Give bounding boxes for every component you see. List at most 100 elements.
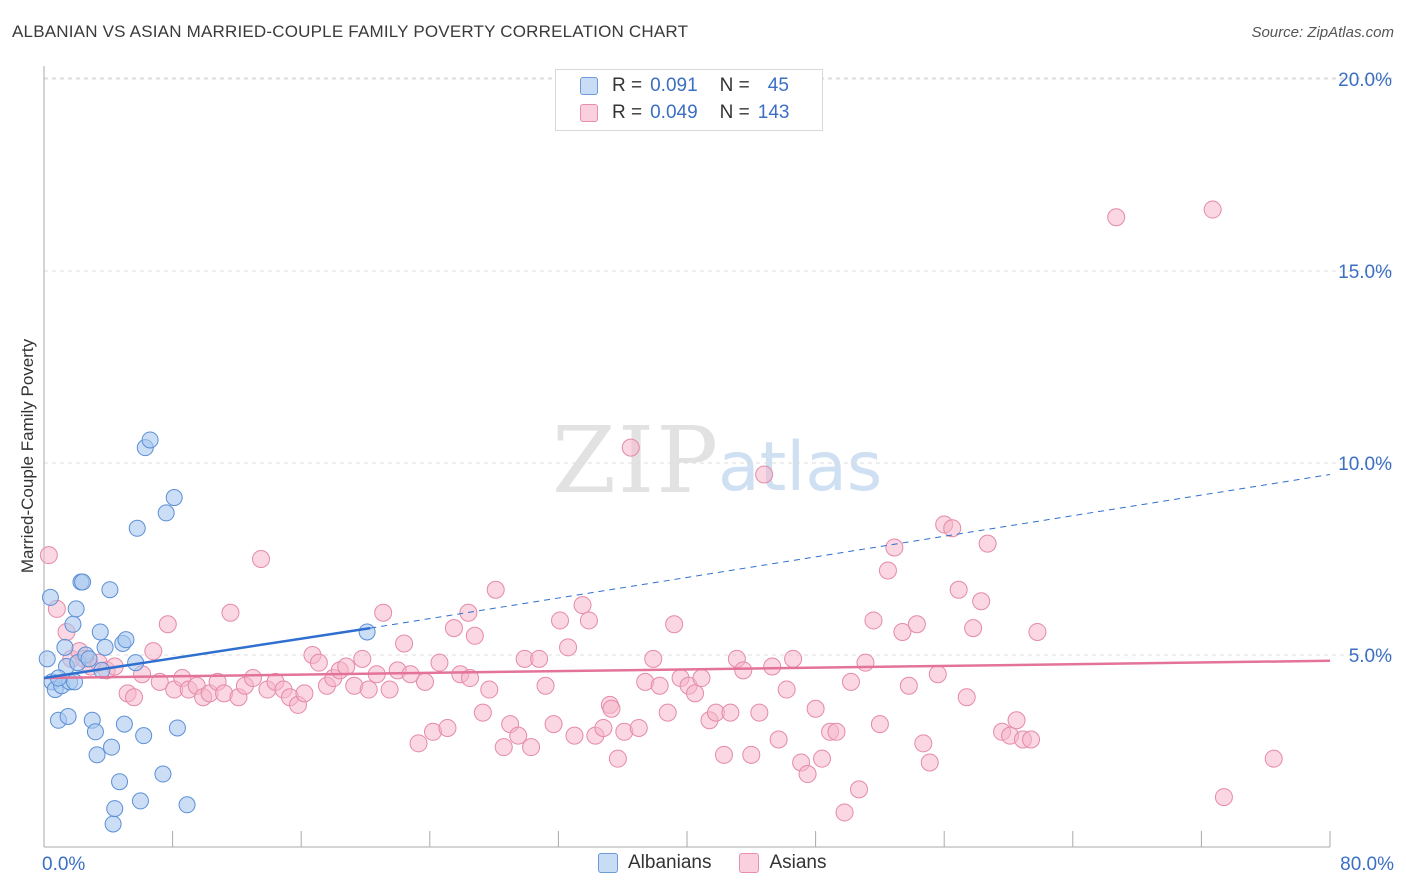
asian-point bbox=[480, 680, 499, 699]
asians-swatch bbox=[580, 104, 598, 122]
asian-point bbox=[850, 780, 869, 799]
asian-point bbox=[658, 703, 677, 722]
asian-point bbox=[714, 745, 733, 764]
chart-title: ALBANIAN VS ASIAN MARRIED-COUPLE FAMILY … bbox=[12, 22, 689, 41]
asian-point bbox=[337, 657, 356, 676]
asian-point bbox=[928, 665, 947, 684]
albanian-point bbox=[157, 504, 175, 522]
asian-point bbox=[813, 749, 832, 768]
x-tick-label: 0.0% bbox=[42, 854, 85, 875]
albanian-point bbox=[86, 723, 104, 741]
asian-point bbox=[920, 753, 939, 772]
albanian-trend-extension bbox=[370, 474, 1331, 629]
y-tick-label: 15.0% bbox=[1338, 262, 1392, 283]
asian-point bbox=[158, 615, 177, 634]
albanian-point bbox=[168, 719, 186, 737]
albanian-point bbox=[115, 715, 133, 733]
legend-item-albanians[interactable]: Albanians bbox=[598, 852, 711, 874]
albanian-point bbox=[131, 792, 149, 810]
asian-point bbox=[252, 550, 271, 568]
asian-point bbox=[473, 703, 492, 722]
asian-point bbox=[579, 611, 598, 630]
asian-point bbox=[856, 653, 875, 672]
asian-point bbox=[1203, 200, 1222, 219]
y-tick-label: 10.0% bbox=[1338, 454, 1392, 475]
asian-point bbox=[551, 611, 570, 630]
albanian-point bbox=[74, 573, 92, 591]
r-label: R = bbox=[612, 102, 643, 123]
asian-point bbox=[784, 649, 803, 668]
r-label: R = bbox=[612, 75, 643, 96]
asian-point bbox=[827, 722, 846, 741]
gridlines bbox=[44, 77, 1392, 656]
r-value: 0.049 bbox=[650, 102, 698, 123]
n-value: 143 bbox=[757, 102, 790, 123]
asian-point bbox=[644, 649, 663, 668]
asian-point bbox=[1028, 622, 1047, 641]
albanian-point bbox=[59, 707, 77, 725]
asian-point bbox=[763, 657, 782, 676]
n-label: N = bbox=[719, 102, 750, 123]
asian-point bbox=[125, 688, 144, 707]
asian-point bbox=[870, 715, 889, 734]
albanian-point bbox=[91, 623, 109, 641]
asian-point bbox=[943, 519, 962, 538]
asian-point bbox=[594, 718, 613, 737]
legend-label-asians: Asians bbox=[769, 852, 827, 873]
asian-point bbox=[907, 615, 926, 634]
asian-point bbox=[544, 715, 563, 734]
albanian-point bbox=[103, 738, 121, 756]
asian-point bbox=[914, 734, 933, 753]
asian-point bbox=[806, 699, 825, 718]
r-value: 0.091 bbox=[650, 75, 698, 96]
trend-lines bbox=[43, 474, 1331, 680]
asian-point bbox=[573, 596, 592, 615]
asian-point bbox=[734, 661, 753, 680]
asian-point bbox=[359, 680, 378, 699]
correlation-legend: R = 0.091 N = 45 R = 0.049 N = 143 bbox=[555, 69, 823, 131]
legend-label-albanians: Albanians bbox=[628, 852, 712, 873]
watermark: ZIP atlas bbox=[552, 407, 882, 514]
albanian-point bbox=[80, 650, 98, 668]
albanian-point bbox=[56, 638, 74, 656]
asian-point bbox=[438, 718, 457, 737]
legend-row-asians: R = 0.049 N = 143 bbox=[580, 101, 789, 125]
albanian-point bbox=[165, 489, 183, 507]
x-tick-label: 80.0% bbox=[1340, 854, 1394, 875]
asian-point bbox=[395, 634, 414, 653]
asian-point bbox=[835, 803, 854, 822]
asian-point bbox=[509, 726, 528, 745]
asian-point bbox=[978, 534, 997, 553]
watermark-atlas: atlas bbox=[718, 428, 882, 507]
albanian-point bbox=[128, 519, 146, 537]
asian-point bbox=[353, 649, 372, 668]
asian-point bbox=[530, 649, 549, 668]
legend-item-asians[interactable]: Asians bbox=[739, 852, 826, 874]
asian-point bbox=[602, 699, 621, 718]
asian-points bbox=[39, 200, 1283, 822]
albanian-point bbox=[178, 796, 196, 814]
albanian-point bbox=[135, 727, 153, 745]
asian-point bbox=[374, 603, 393, 622]
asians-swatch bbox=[739, 853, 760, 873]
albanian-point bbox=[38, 650, 56, 668]
asian-point bbox=[460, 669, 479, 688]
asian-point bbox=[380, 680, 399, 699]
albanian-point bbox=[41, 588, 59, 606]
asian-point bbox=[899, 676, 918, 695]
albanian-point bbox=[67, 600, 85, 618]
albanian-point bbox=[111, 773, 129, 791]
asian-point bbox=[893, 622, 912, 641]
albanian-point bbox=[154, 765, 172, 783]
watermark-zip: ZIP bbox=[552, 407, 720, 514]
asian-point bbox=[885, 538, 904, 557]
y-tick-label: 5.0% bbox=[1349, 646, 1392, 667]
asian-point bbox=[486, 580, 505, 599]
asian-point bbox=[415, 672, 434, 691]
asian-point bbox=[444, 619, 463, 638]
asian-point bbox=[295, 684, 314, 703]
asian-point bbox=[755, 465, 774, 484]
albanian-point bbox=[104, 815, 122, 833]
asian-point bbox=[39, 546, 58, 565]
